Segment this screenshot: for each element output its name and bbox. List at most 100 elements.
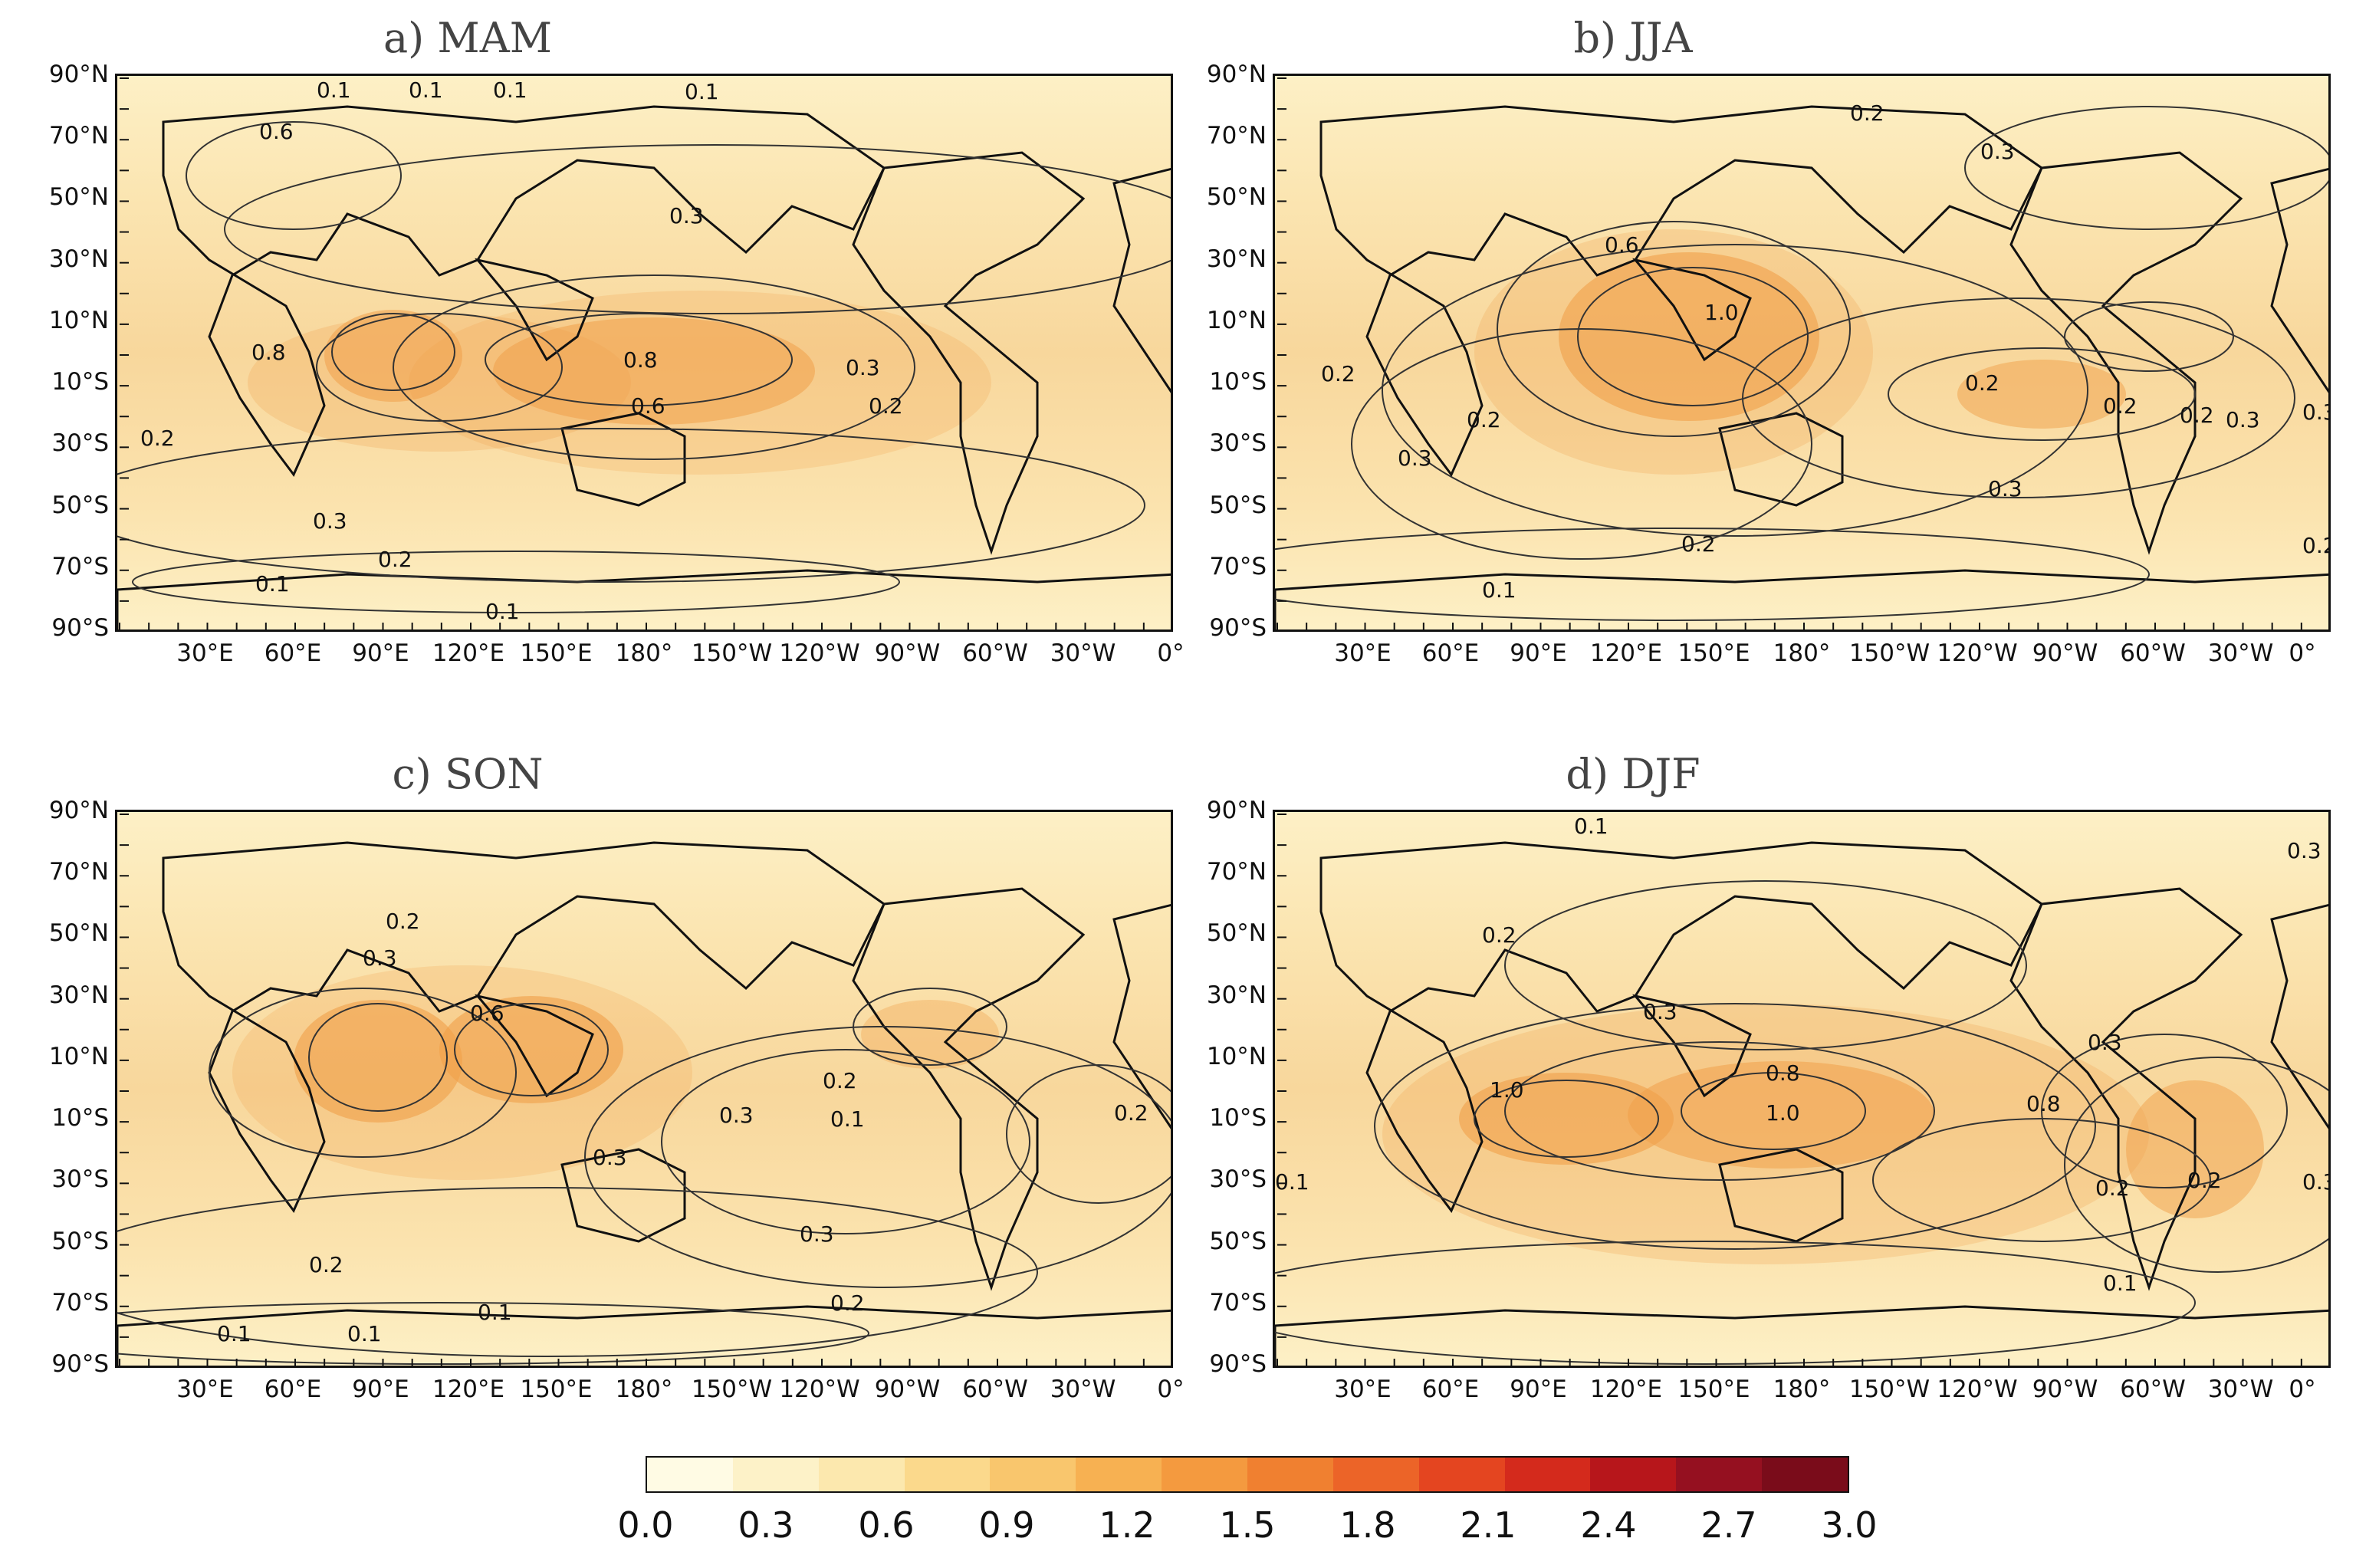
contour-label: 0.2	[309, 1252, 343, 1277]
lat-tick-label: 50°N	[48, 919, 109, 948]
contour-label: 0.6	[1605, 232, 1639, 258]
panel-title: c) SON	[392, 750, 544, 798]
contour-line	[1742, 297, 2295, 498]
contour-label: 0.3	[2302, 1169, 2331, 1195]
contour-label: 0.3	[2287, 838, 2321, 863]
intensity-region	[324, 310, 462, 402]
lon-tick-label: 120°W	[779, 1376, 860, 1403]
coastline	[1275, 1305, 2328, 1366]
lon-tick-label: 150°E	[1677, 1376, 1750, 1403]
lat-tick-label: 70°N	[1206, 122, 1267, 150]
contour-label: 0.1	[2103, 1271, 2137, 1296]
lat-tick-label: 10°N	[1206, 1042, 1267, 1070]
contour-line	[393, 274, 915, 460]
contour-line	[1872, 1118, 2211, 1242]
lat-tick-label: 90°S	[51, 1350, 109, 1378]
contour-line	[1888, 347, 2196, 441]
lon-tick-label: 30°W	[1050, 639, 1116, 667]
intensity-region	[1628, 1061, 1934, 1169]
lon-tick-label: 90°E	[352, 639, 409, 667]
lat-tick-label: 10°N	[48, 306, 109, 334]
lon-tick-label: 0°	[2289, 639, 2316, 667]
contour-label: 0.2	[1681, 531, 1716, 557]
contour-line	[1374, 1003, 2096, 1250]
contour-line	[331, 313, 455, 391]
lat-tick-label: 50°S	[51, 491, 109, 519]
contour-label: 0.2	[140, 426, 175, 451]
contour-label: 0.1	[1574, 814, 1608, 839]
lon-tick-label: 90°W	[2032, 639, 2098, 667]
lon-tick-label: 150°E	[520, 639, 593, 667]
colorbar-segment	[1162, 1458, 1248, 1491]
lat-tick-label: 50°N	[48, 183, 109, 212]
contour-label: 0.3	[800, 1221, 834, 1247]
lon-tick-label: 60°W	[2120, 639, 2186, 667]
contour-label: 0.3	[313, 508, 347, 534]
lon-tick-label: 0°	[1157, 1376, 1185, 1403]
lat-tick-label: 30°N	[1206, 981, 1267, 1009]
contour-line	[308, 1003, 448, 1112]
lon-tick-label: 120°E	[1589, 1376, 1663, 1403]
map-canvas: 0.10.30.20.30.30.81.01.00.80.20.20.30.20…	[1275, 814, 2331, 1366]
colorbar-segment	[1076, 1458, 1162, 1491]
colorbar-segment	[904, 1458, 991, 1491]
contour-label: 0.1	[493, 77, 527, 103]
lat-tick-label: 90°N	[48, 61, 109, 88]
coastline	[852, 151, 1086, 555]
contour-line	[454, 1003, 609, 1096]
contour-label: 0.6	[631, 393, 665, 419]
colorbar-segment	[990, 1458, 1076, 1491]
lon-tick-label: 120°E	[1589, 639, 1663, 667]
lon-tick-label: 180°	[1773, 639, 1831, 667]
contour-label: 0.3	[2226, 407, 2260, 432]
lon-tick-label: 90°W	[2032, 1376, 2098, 1403]
lat-tick-label: 70°S	[51, 552, 109, 580]
intensity-region	[1559, 252, 1819, 421]
coastline	[560, 1148, 686, 1243]
lat-tick-label: 70°S	[1209, 552, 1267, 580]
contour-label: 0.1	[485, 599, 520, 624]
lon-tick-label: 180°	[615, 639, 673, 667]
lat-tick-label: 10°S	[1209, 1104, 1267, 1132]
lat-tick-label: 90°S	[1209, 614, 1267, 642]
contour-line	[1351, 328, 1812, 560]
lon-tick-label: 60°W	[2120, 1376, 2186, 1403]
colorbar-segment	[1590, 1458, 1677, 1491]
coastline	[2009, 887, 2243, 1291]
lon-tick-label: 30°E	[1334, 639, 1392, 667]
coastline	[475, 994, 594, 1098]
lat-tick-label: 50°S	[1209, 1227, 1267, 1255]
colorbar-segment	[818, 1458, 905, 1491]
lat-tick-label: 70°N	[48, 122, 109, 150]
contour-line	[224, 144, 1171, 314]
lon-tick-label: 120°E	[432, 639, 505, 667]
contour-label: 0.1	[478, 1300, 512, 1325]
lon-tick-label: 90°W	[874, 1376, 941, 1403]
colorbar-segment	[1332, 1458, 1419, 1491]
colorbar-segment	[732, 1458, 819, 1491]
colorbar-tick-label: 1.5	[1219, 1504, 1276, 1546]
lon-tick-label: 30°W	[1050, 1376, 1116, 1403]
contour-label: 0.2	[869, 393, 903, 419]
contour-line	[584, 1026, 1171, 1288]
colorbar-tick-label: 0.3	[738, 1504, 794, 1546]
lon-tick-label: 30°E	[176, 1376, 234, 1403]
coastline	[1718, 412, 1844, 507]
colorbar-tick-label: 1.8	[1339, 1504, 1396, 1546]
lat-tick-label: 90°S	[1209, 1350, 1267, 1378]
contour-label: 0.2	[1467, 407, 1501, 432]
contour-line	[1382, 244, 2088, 537]
contour-line	[2041, 1034, 2288, 1188]
coastline	[1112, 167, 1171, 393]
coastline	[117, 1305, 1171, 1366]
contour-label: 0.3	[1398, 445, 1432, 471]
lat-tick-label: 70°N	[48, 858, 109, 886]
contour-line	[1681, 1072, 1866, 1150]
lat-tick-label: 50°S	[51, 1227, 109, 1255]
contour-label: 0.2	[1482, 922, 1516, 948]
map-panel: 0.1 0.1 0.1 0.1 0.6 0.8 0.3 0.8 0.6 0.3 0.2 0.2 0.3 0…	[115, 74, 1173, 632]
contour-label: 0.2	[2180, 403, 2214, 428]
contour-label: 0.1	[317, 77, 351, 103]
panel-title: b) JJA	[1573, 14, 1693, 62]
lon-tick-label: 90°E	[1510, 1376, 1567, 1403]
